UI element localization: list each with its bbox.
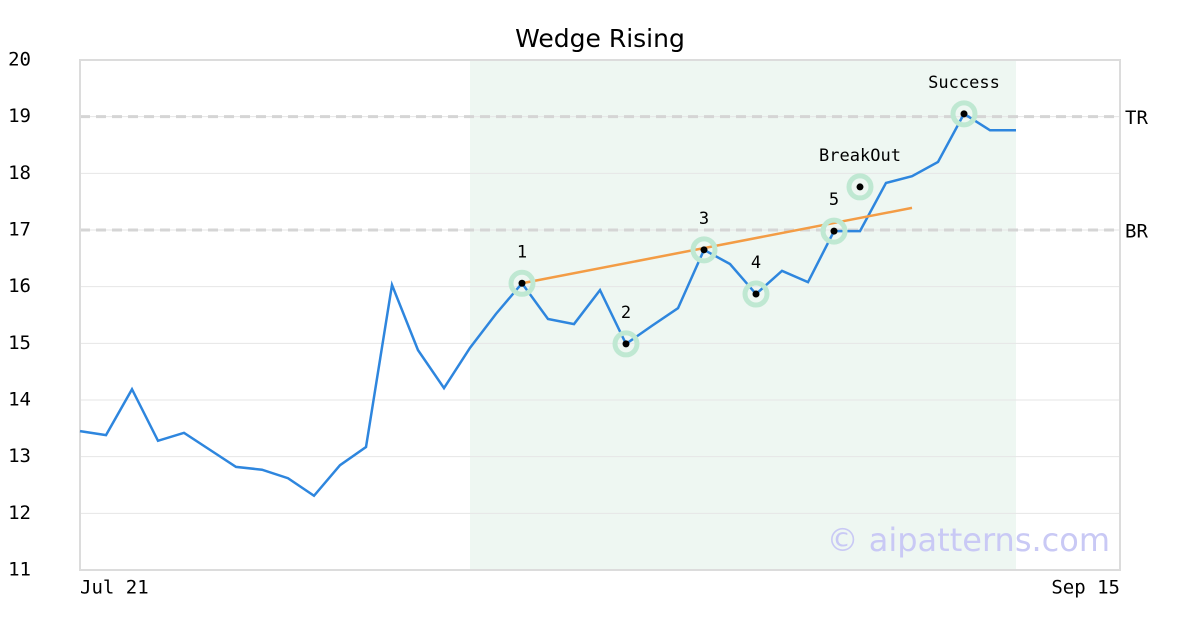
y-tick-label: 14 <box>8 389 31 411</box>
y-tick-label: 12 <box>8 502 31 524</box>
trend-line <box>521 206 913 285</box>
y-tick-label: 13 <box>8 445 31 467</box>
pivot-halo <box>612 330 640 358</box>
pivot-label: Success <box>928 73 1000 93</box>
y-tick-label: 19 <box>8 105 31 127</box>
x-tick-label: Jul 21 <box>80 577 149 599</box>
pivot-halo <box>508 269 536 297</box>
pivot-label: BreakOut <box>819 146 901 166</box>
pivot-halo <box>690 236 718 264</box>
pivot-halo <box>950 100 978 128</box>
watermark: © aipatterns.com <box>827 521 1110 559</box>
pivot-label: 4 <box>751 253 761 273</box>
pivot-label: 2 <box>621 303 631 323</box>
pivot-dot <box>518 279 526 287</box>
pivot-halo <box>742 280 770 308</box>
pivot-label: 1 <box>517 242 527 262</box>
pivot-dot <box>752 290 760 298</box>
pivot-dot <box>830 227 838 235</box>
x-tick-label: Sep 15 <box>1051 577 1120 599</box>
pivot-label: 5 <box>829 190 839 210</box>
pivot-halo <box>820 217 848 245</box>
y-tick-label: 15 <box>8 332 31 354</box>
shaded-region <box>470 60 1016 570</box>
y-tick-label: 20 <box>8 49 31 71</box>
pivot-dot <box>856 183 864 191</box>
pivot-halo <box>846 173 874 201</box>
pivot-dot <box>960 110 968 118</box>
price-line <box>79 112 1016 498</box>
level-label: TR <box>1125 107 1148 129</box>
pivot-dot <box>622 340 630 348</box>
y-tick-label: 11 <box>8 559 31 581</box>
plot-frame <box>79 59 1121 571</box>
y-tick-label: 16 <box>8 275 31 297</box>
y-tick-label: 18 <box>8 162 31 184</box>
chart-title: Wedge Rising <box>515 24 685 53</box>
pivot-label: 3 <box>699 209 709 229</box>
y-tick-label: 17 <box>8 219 31 241</box>
pivot-dot <box>700 246 708 254</box>
level-label: BR <box>1125 221 1148 243</box>
